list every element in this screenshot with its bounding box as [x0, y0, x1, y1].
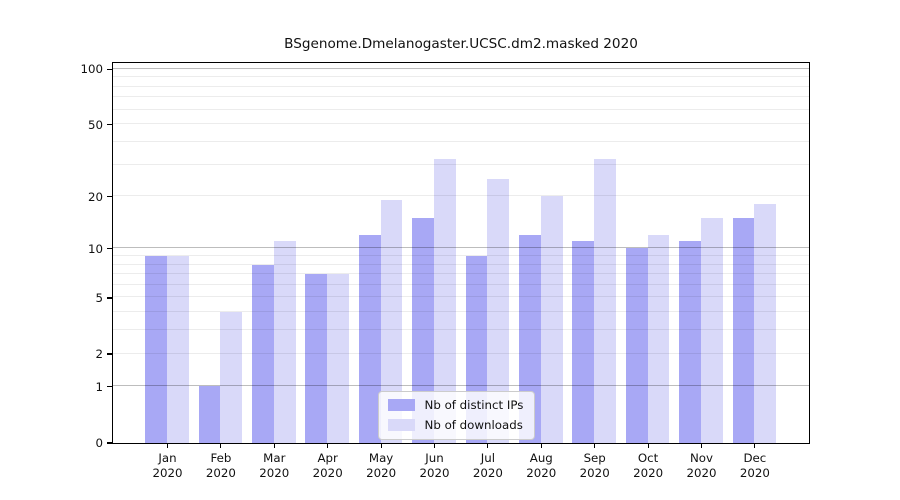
- legend-label-distinct-ips: Nb of distinct IPs: [424, 398, 524, 412]
- bar-nb-of-downloads-jun: [434, 159, 456, 443]
- x-tick-label-jan: Jan 2020: [152, 451, 183, 480]
- x-tick-may: [380, 443, 382, 448]
- bar-nb-of-distinct-ips-mar: [252, 264, 274, 443]
- bar-nb-of-downloads-dec: [754, 204, 777, 443]
- x-tick-aug: [540, 443, 542, 448]
- x-tick-jul: [487, 443, 489, 448]
- bar-nb-of-downloads-jan: [167, 256, 189, 443]
- plot-area: Nb of distinct IPs Nb of downloads: [111, 61, 810, 444]
- y-tick-5: [107, 297, 113, 299]
- x-tick-mar: [273, 443, 275, 448]
- bars-layer: [113, 63, 809, 443]
- bar-nb-of-distinct-ips-jan: [145, 256, 167, 443]
- bar-nb-of-downloads-may: [380, 200, 403, 443]
- x-tick-label-apr: Apr 2020: [312, 451, 343, 480]
- x-tick-label-feb: Feb 2020: [205, 451, 236, 480]
- bar-nb-of-distinct-ips-sep: [572, 241, 595, 443]
- x-tick-label-jun: Jun 2020: [419, 451, 450, 480]
- x-tick-label-sep: Sep 2020: [579, 451, 610, 480]
- x-tick-sep: [594, 443, 596, 448]
- y-tick-label-10: 10: [87, 241, 103, 256]
- legend-swatch-distinct-ips: [387, 399, 415, 411]
- y-tick-label-2: 2: [95, 347, 103, 362]
- legend: Nb of distinct IPs Nb of downloads: [377, 390, 536, 440]
- bar-nb-of-distinct-ips-apr: [305, 274, 328, 443]
- y-tick-1: [107, 386, 113, 388]
- y-tick-50: [107, 124, 113, 126]
- bar-nb-of-distinct-ips-may: [358, 234, 381, 443]
- x-tick-apr: [327, 443, 329, 448]
- y-tick-label-0: 0: [95, 436, 103, 450]
- bar-nb-of-distinct-ips-oct: [625, 248, 648, 443]
- chart-title: BSgenome.Dmelanogaster.UCSC.dm2.masked 2…: [284, 36, 638, 52]
- y-tick-label-1: 1: [95, 379, 103, 394]
- legend-swatch-downloads: [387, 419, 415, 431]
- y-tick-label-5: 5: [95, 290, 103, 305]
- bar-nb-of-downloads-feb: [220, 312, 243, 443]
- x-tick-label-nov: Nov 2020: [686, 451, 717, 480]
- x-tick-label-dec: Dec 2020: [739, 451, 770, 480]
- y-tick-10: [107, 248, 113, 250]
- legend-label-downloads: Nb of downloads: [424, 418, 523, 432]
- legend-item-downloads: Nb of downloads: [387, 417, 524, 434]
- bar-nb-of-downloads-aug: [540, 196, 563, 443]
- x-tick-label-aug: Aug 2020: [526, 451, 557, 480]
- x-tick-nov: [700, 443, 703, 448]
- bar-nb-of-downloads-jul: [487, 178, 510, 443]
- legend-item-distinct-ips: Nb of distinct IPs: [387, 397, 524, 414]
- x-tick-label-oct: Oct 2020: [633, 451, 664, 480]
- y-tick-0: [107, 442, 113, 444]
- bar-nb-of-downloads-mar: [273, 241, 296, 443]
- bar-nb-of-distinct-ips-nov: [679, 241, 701, 443]
- bar-nb-of-downloads-oct: [647, 234, 670, 443]
- x-tick-label-jul: Jul 2020: [472, 451, 503, 480]
- y-tick-100: [107, 68, 113, 70]
- bar-nb-of-downloads-apr: [327, 274, 349, 443]
- y-tick-label-20: 20: [87, 189, 103, 204]
- bar-nb-of-distinct-ips-jun: [412, 218, 434, 443]
- x-tick-oct: [647, 443, 649, 448]
- x-tick-jun: [433, 443, 436, 448]
- x-tick-feb: [220, 443, 222, 448]
- x-tick-label-mar: Mar 2020: [259, 451, 290, 480]
- bar-nb-of-distinct-ips-feb: [198, 386, 221, 443]
- bar-nb-of-downloads-sep: [594, 159, 616, 443]
- y-tick-label-50: 50: [87, 117, 103, 132]
- bar-nb-of-distinct-ips-dec: [732, 218, 755, 443]
- bar-nb-of-downloads-nov: [701, 218, 723, 443]
- y-tick-2: [107, 353, 113, 355]
- y-tick-20: [107, 195, 113, 198]
- x-tick-dec: [754, 443, 756, 448]
- x-tick-jan: [166, 443, 169, 448]
- x-tick-label-may: May 2020: [366, 451, 397, 480]
- y-tick-label-100: 100: [80, 62, 103, 77]
